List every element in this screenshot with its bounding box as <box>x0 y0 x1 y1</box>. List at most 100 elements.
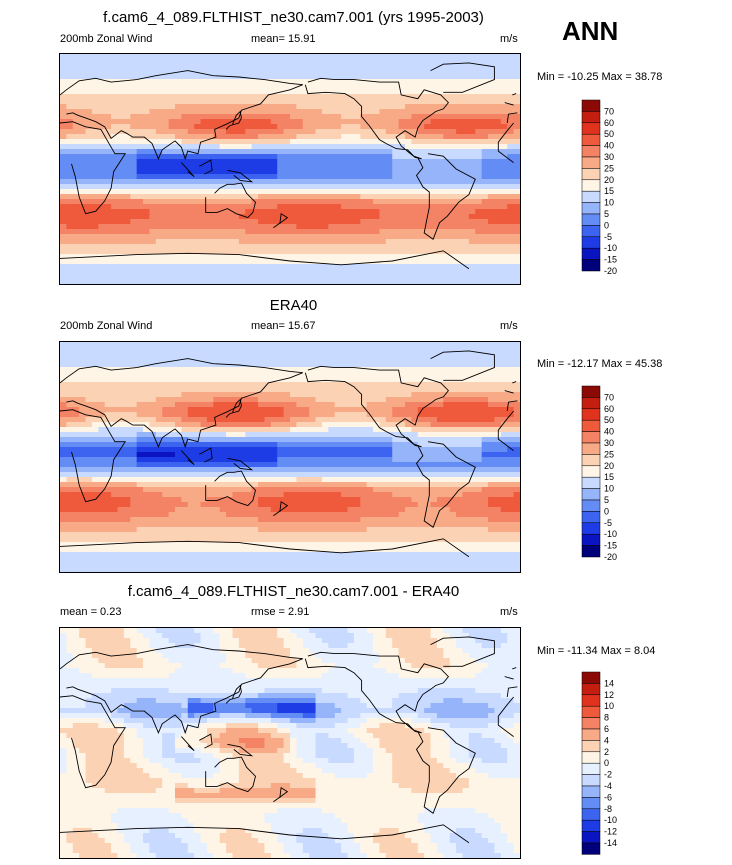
field-cell <box>449 114 457 120</box>
field-cell <box>168 402 176 408</box>
field-cell <box>309 417 317 423</box>
field-cell <box>264 347 272 353</box>
field-cell <box>475 154 483 160</box>
field-cell <box>232 254 240 260</box>
field-cell <box>347 89 355 95</box>
field-cell <box>302 447 310 453</box>
field-cell <box>405 214 412 220</box>
field-cell <box>200 209 208 215</box>
field-cell <box>187 209 195 215</box>
field-cell <box>379 269 387 275</box>
field-cell <box>104 269 112 275</box>
field-cell <box>424 109 432 115</box>
field-cell <box>98 274 106 280</box>
field-cell <box>373 154 381 160</box>
field-cell <box>245 447 253 453</box>
field-cell <box>149 59 157 65</box>
field-cell <box>213 159 221 165</box>
field-cell <box>321 164 329 170</box>
field-cell <box>347 194 355 200</box>
field-cell <box>385 139 393 145</box>
field-cell <box>392 174 400 180</box>
field-cell <box>405 194 412 200</box>
field-cell <box>513 437 520 443</box>
field-cell <box>277 174 285 180</box>
field-cell <box>245 194 253 200</box>
field-cell <box>219 214 227 220</box>
field-cell <box>130 397 138 403</box>
field-cell <box>475 254 483 260</box>
field-cell <box>245 79 253 85</box>
field-cell <box>226 94 234 100</box>
field-cell <box>392 149 400 155</box>
field-cell <box>488 357 496 363</box>
field-cell <box>111 412 119 418</box>
field-cell <box>353 184 361 190</box>
field-cell <box>481 219 489 225</box>
field-cell <box>123 214 131 220</box>
field-cell <box>181 239 189 245</box>
field-cell <box>347 259 355 265</box>
field-cell <box>130 357 138 363</box>
field-cell <box>360 402 368 408</box>
field-cell <box>98 119 106 125</box>
field-cell <box>79 279 87 284</box>
field-cell <box>379 114 387 120</box>
field-cell <box>302 174 310 180</box>
field-cell <box>411 264 419 270</box>
field-cell <box>424 372 432 378</box>
field-cell <box>296 169 304 175</box>
field-cell <box>468 159 476 165</box>
field-cell <box>373 279 381 284</box>
field-cell <box>475 124 483 130</box>
field-cell <box>136 169 144 175</box>
field-cell <box>79 134 87 140</box>
field-cell <box>385 199 393 205</box>
field-cell <box>72 407 80 413</box>
field-cell <box>507 189 515 195</box>
field-cell <box>481 79 489 85</box>
field-cell <box>168 104 176 110</box>
field-cell <box>449 74 457 80</box>
field-cell <box>219 109 227 115</box>
field-cell <box>155 94 163 100</box>
field-cell <box>270 194 278 200</box>
field-cell <box>104 94 112 100</box>
field-cell <box>513 367 520 373</box>
field-cell <box>468 204 476 210</box>
field-cell <box>449 224 457 230</box>
field-cell <box>136 274 144 280</box>
field-cell <box>513 119 520 125</box>
field-cell <box>194 89 202 95</box>
field-cell <box>187 417 195 423</box>
field-cell <box>468 169 476 175</box>
field-cell <box>149 417 157 423</box>
field-cell <box>353 422 361 428</box>
field-cell <box>200 432 208 438</box>
field-cell <box>219 179 227 185</box>
field-cell <box>341 99 349 105</box>
field-cell <box>168 407 176 413</box>
field-cell <box>411 342 419 348</box>
field-cell <box>60 209 67 215</box>
field-cell <box>194 189 202 195</box>
field-cell <box>411 94 419 100</box>
field-cell <box>219 219 227 225</box>
field-cell <box>468 59 476 65</box>
field-cell <box>392 74 400 80</box>
field-cell <box>417 264 425 270</box>
field-cell <box>507 64 515 70</box>
field-cell <box>136 149 144 155</box>
field-cell <box>449 199 457 205</box>
field-cell <box>175 189 182 195</box>
field-cell <box>373 392 381 398</box>
field-cell <box>405 347 412 353</box>
field-cell <box>436 392 444 398</box>
field-cell <box>481 114 489 120</box>
field-cell <box>334 437 342 443</box>
field-cell <box>328 402 336 408</box>
field-cell <box>513 144 520 150</box>
field-cell <box>130 269 138 275</box>
field-cell <box>443 357 451 363</box>
field-cell <box>155 447 163 453</box>
